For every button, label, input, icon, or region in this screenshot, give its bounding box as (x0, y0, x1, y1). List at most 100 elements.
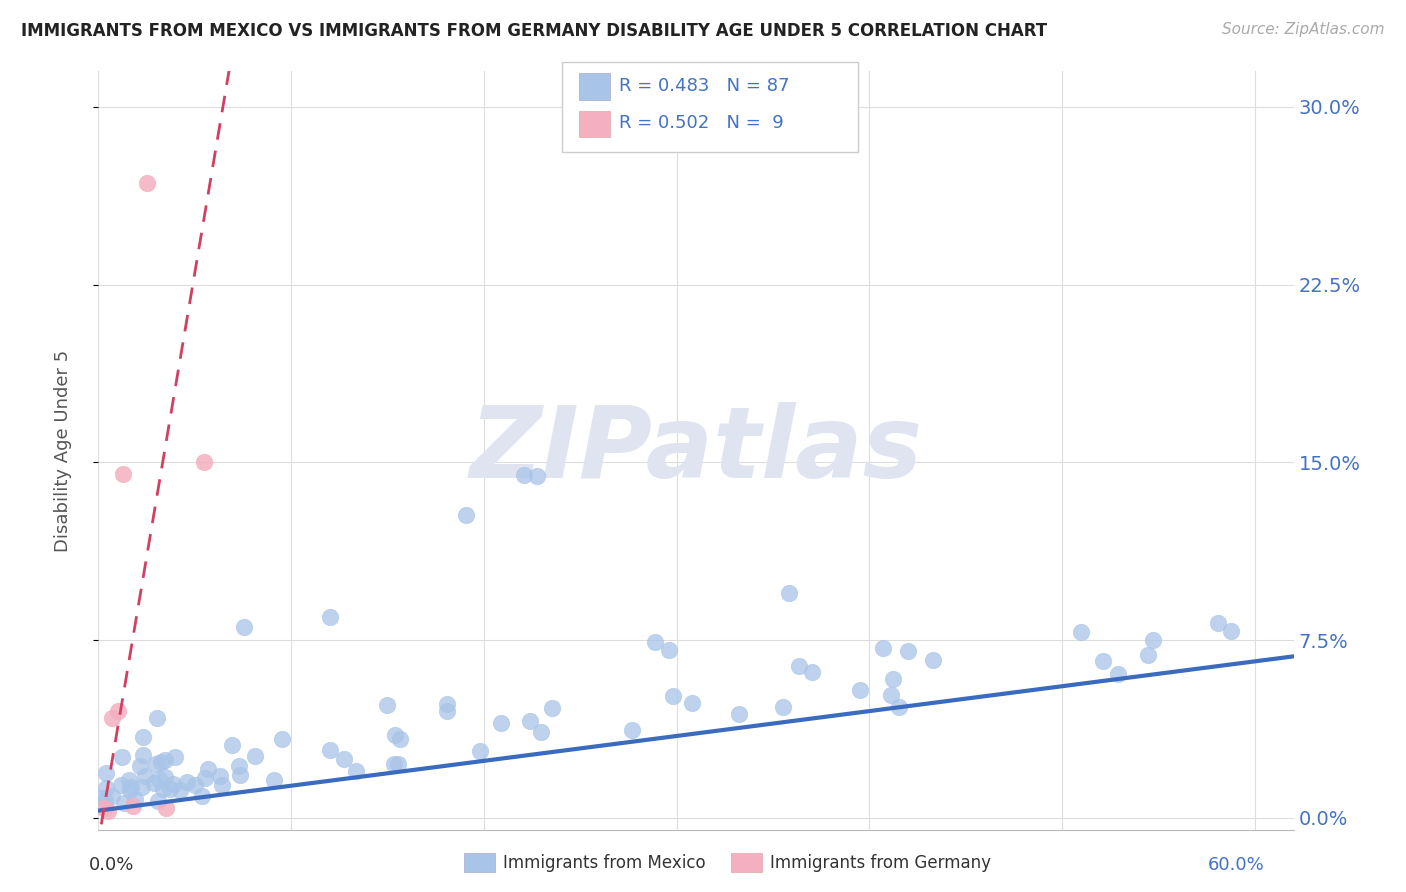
Point (319, 609, 342, 624)
Point (772, 699, 794, 714)
Point (228, 768, 250, 782)
Point (97, 804, 120, 818)
Point (107, 704, 129, 718)
Point (145, 756, 167, 771)
Point (436, 697, 458, 711)
Point (110, 749, 132, 764)
Point (897, 644, 920, 658)
Point (118, 783, 141, 797)
Point (211, 778, 233, 792)
Point (436, 704, 458, 718)
Point (658, 642, 681, 657)
Point (344, 764, 367, 778)
Point (233, 620, 256, 634)
Point (153, 770, 176, 784)
Point (176, 775, 198, 789)
Point (1092, 654, 1115, 668)
Point (145, 711, 167, 725)
Point (135, 176, 157, 190)
Point (1107, 667, 1129, 681)
Point (270, 731, 292, 746)
Point (456, 508, 478, 522)
Point (921, 653, 943, 667)
Point (93, 801, 115, 815)
Point (382, 756, 405, 771)
Point (787, 659, 810, 673)
Text: 60.0%: 60.0% (1208, 855, 1264, 873)
Point (132, 730, 155, 744)
Point (513, 468, 536, 483)
Point (110, 778, 132, 792)
Point (228, 758, 250, 772)
Point (193, 455, 215, 469)
Point (101, 711, 124, 725)
Point (143, 776, 166, 790)
Text: 0.0%: 0.0% (89, 855, 134, 873)
Point (644, 635, 666, 649)
Point (332, 752, 354, 766)
Point (169, 783, 191, 797)
Point (470, 744, 492, 758)
Point (101, 789, 124, 803)
Text: Immigrants from Germany: Immigrants from Germany (770, 854, 991, 871)
Point (112, 796, 135, 810)
Point (112, 467, 135, 482)
Point (681, 696, 703, 710)
Point (882, 672, 904, 686)
Point (134, 769, 156, 783)
Text: IMMIGRANTS FROM MEXICO VS IMMIGRANTS FROM GERMANY DISABILITY AGE UNDER 5 CORRELA: IMMIGRANTS FROM MEXICO VS IMMIGRANTS FRO… (21, 22, 1047, 40)
Point (132, 748, 155, 763)
Point (131, 780, 153, 794)
Point (1206, 616, 1229, 631)
Point (94, 794, 117, 808)
Point (152, 781, 174, 796)
Point (620, 723, 643, 738)
Point (124, 791, 146, 805)
Point (117, 773, 139, 788)
Point (94, 780, 117, 795)
Point (526, 469, 548, 483)
Point (165, 750, 187, 764)
Point (377, 698, 399, 713)
Point (1220, 624, 1243, 638)
Point (778, 586, 800, 600)
Point (530, 724, 553, 739)
Point (728, 706, 751, 721)
Point (149, 755, 172, 769)
Point (1137, 648, 1160, 662)
Point (194, 772, 217, 786)
Point (122, 798, 145, 813)
Point (661, 689, 683, 703)
Point (155, 753, 177, 767)
Point (129, 758, 152, 772)
Point (318, 743, 340, 757)
Point (801, 665, 824, 680)
Point (1142, 632, 1164, 647)
Point (389, 731, 412, 746)
Point (159, 782, 181, 797)
Point (184, 778, 207, 792)
Y-axis label: Disability Age Under 5: Disability Age Under 5 (53, 350, 72, 551)
Point (190, 789, 212, 803)
Text: R = 0.502   N =  9: R = 0.502 N = 9 (619, 114, 783, 132)
Point (120, 780, 142, 794)
Point (148, 772, 170, 786)
Point (387, 757, 409, 772)
Point (209, 769, 232, 783)
Point (489, 716, 512, 731)
Point (880, 688, 903, 702)
Point (197, 762, 219, 776)
Text: ZIPatlas: ZIPatlas (470, 402, 922, 499)
Point (849, 682, 872, 697)
Text: Source: ZipAtlas.com: Source: ZipAtlas.com (1222, 22, 1385, 37)
Point (541, 700, 564, 714)
Point (887, 700, 910, 714)
Point (90, 790, 112, 805)
Point (263, 773, 285, 788)
Point (1070, 624, 1092, 639)
Text: Immigrants from Mexico: Immigrants from Mexico (503, 854, 706, 871)
Point (519, 714, 541, 728)
Point (155, 801, 177, 815)
Point (221, 738, 243, 752)
Point (384, 728, 406, 742)
